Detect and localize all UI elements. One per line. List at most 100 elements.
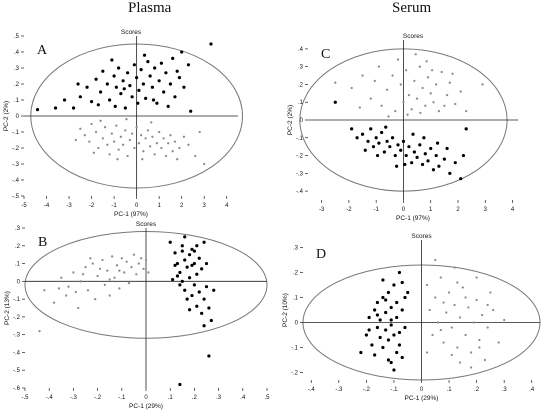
data-point-dark — [411, 132, 415, 136]
y-axis-label: PC-2 (13%) — [4, 291, 11, 325]
data-point-dark — [190, 293, 194, 298]
y-tick-label: -.1 — [13, 297, 21, 303]
data-point-light — [430, 69, 434, 72]
data-point-light — [439, 276, 442, 279]
data-point-dark — [178, 382, 182, 387]
data-point-light — [139, 134, 143, 137]
data-point-light — [137, 262, 140, 265]
data-point-light — [334, 81, 337, 84]
data-point-dark — [207, 306, 211, 310]
y-tick-label: .1 — [298, 100, 304, 106]
data-point-dark — [395, 315, 399, 320]
data-point-dark — [146, 60, 150, 64]
data-point-light — [410, 108, 413, 111]
x-tick-label: -5 — [21, 203, 27, 209]
data-point-dark — [389, 360, 393, 365]
data-point-dark — [386, 338, 391, 342]
data-point-light — [434, 258, 437, 262]
data-point-dark — [192, 283, 196, 287]
data-point-light — [391, 74, 394, 77]
data-point-dark — [35, 108, 40, 112]
y-tick-label: -.2 — [296, 154, 304, 160]
data-point-light — [112, 140, 116, 143]
data-point-light — [137, 142, 141, 145]
data-point-dark — [113, 104, 117, 108]
data-point-light — [150, 121, 153, 124]
data-point-dark — [400, 355, 404, 360]
data-point-light — [396, 58, 400, 61]
y-tick-label: -.1 — [12, 130, 20, 136]
data-point-light — [94, 130, 98, 134]
data-point-dark — [400, 280, 404, 285]
data-point-light — [79, 127, 82, 130]
data-point-light — [394, 109, 397, 113]
x-tick-label: .3 — [216, 395, 222, 401]
data-point-dark — [128, 84, 132, 88]
y-tick-label: .3 — [15, 226, 21, 232]
data-point-dark — [185, 265, 189, 269]
data-point-light — [437, 109, 441, 113]
data-point-dark — [404, 153, 408, 158]
data-point-light — [464, 333, 467, 337]
data-point-dark — [378, 318, 382, 322]
data-point-light — [445, 93, 449, 97]
data-point-light — [426, 76, 430, 79]
data-point-dark — [180, 249, 184, 253]
data-point-light — [128, 138, 132, 142]
data-point-dark — [187, 276, 192, 280]
data-point-dark — [423, 152, 427, 156]
data-point-light — [135, 126, 138, 129]
x-tick-label: 3 — [484, 207, 488, 213]
data-point-light — [461, 286, 464, 289]
data-point-dark — [101, 69, 105, 73]
data-point-light — [79, 280, 82, 283]
data-point-light — [425, 283, 429, 287]
y-tick-label: -.5 — [13, 368, 21, 374]
data-point-light — [425, 351, 429, 354]
data-point-dark — [370, 343, 374, 347]
data-point-light — [155, 142, 159, 145]
data-point-dark — [390, 136, 395, 140]
data-point-light — [91, 262, 94, 265]
data-point-light — [133, 146, 136, 150]
data-point-dark — [180, 50, 184, 54]
y-tick-label: -.5 — [12, 194, 20, 200]
data-point-light — [414, 53, 417, 56]
data-point-light — [369, 97, 372, 100]
data-point-light — [481, 83, 484, 86]
data-point-dark — [209, 318, 213, 323]
data-point-dark — [171, 277, 175, 282]
data-point-light — [453, 266, 456, 269]
y-tick-label: -.2 — [13, 315, 21, 321]
data-point-light — [81, 273, 85, 276]
data-point-dark — [94, 77, 98, 81]
data-point-dark — [389, 318, 393, 322]
data-point-light — [103, 283, 107, 287]
data-point-dark — [202, 324, 206, 328]
data-point-light — [486, 303, 489, 307]
data-point-dark — [360, 132, 365, 136]
panel-label: B — [38, 235, 47, 250]
data-point-dark — [202, 297, 206, 301]
data-point-dark — [395, 350, 399, 355]
data-point-light — [439, 328, 442, 332]
panel-D: -.4 -.3 -.2 -.1 0 .1 .2 .3 .4 -.2 -.1 0 .1 .2 .3 Scores… — [282, 233, 541, 402]
y-tick-label: -.1 — [296, 136, 304, 142]
data-point-dark — [434, 153, 438, 158]
data-point-light — [453, 303, 456, 307]
data-point-light — [130, 265, 133, 269]
data-point-light — [467, 306, 470, 309]
data-point-dark — [187, 253, 192, 257]
data-point-light — [483, 358, 487, 362]
data-point-dark — [157, 79, 161, 83]
data-point-dark — [396, 143, 400, 147]
data-point-dark — [141, 82, 145, 86]
data-point-dark — [121, 79, 125, 83]
data-point-dark — [110, 58, 114, 62]
data-point-light — [164, 154, 168, 158]
x-tick-label: 0 — [420, 387, 424, 393]
data-point-light — [72, 271, 75, 274]
data-point-dark — [418, 143, 422, 147]
data-point-dark — [212, 288, 216, 292]
